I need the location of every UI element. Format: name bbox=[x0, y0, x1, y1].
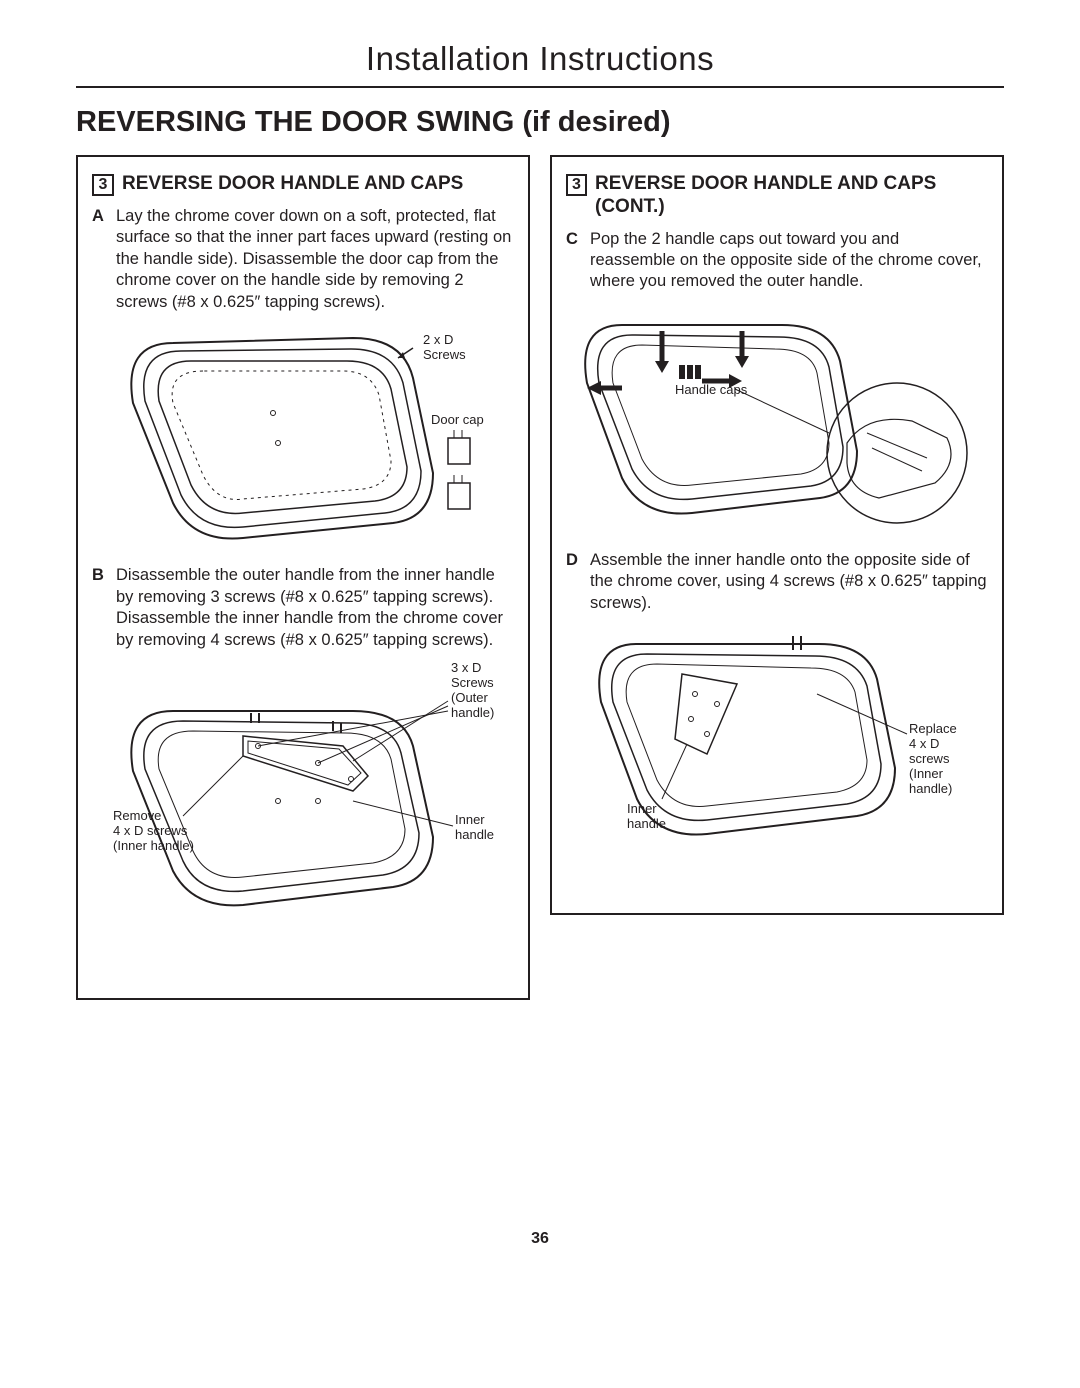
substep-text: Pop the 2 handle caps out toward you and… bbox=[590, 229, 988, 293]
substep-a: A Lay the chrome cover down on a soft, p… bbox=[92, 206, 514, 313]
diagram-a: 2 x D Screws Door cap bbox=[92, 323, 514, 553]
label-inner-handle: Inner handle bbox=[455, 813, 494, 843]
document-page: Installation Instructions REVERSING THE … bbox=[0, 0, 1080, 1000]
left-column: 3 REVERSE DOOR HANDLE AND CAPS A Lay the… bbox=[76, 155, 530, 1000]
step-number-box: 3 bbox=[566, 174, 587, 196]
substep-c: C Pop the 2 handle caps out toward you a… bbox=[566, 229, 988, 293]
substep-letter: C bbox=[566, 229, 582, 293]
substep-letter: A bbox=[92, 206, 108, 313]
page-number: 36 bbox=[0, 1230, 1080, 1248]
substep-letter: B bbox=[92, 565, 108, 651]
diagram-d: Inner handle Replace 4 x D screws (Inner… bbox=[566, 624, 988, 859]
step-header-left: 3 REVERSE DOOR HANDLE AND CAPS bbox=[92, 173, 514, 196]
substep-d: D Assemble the inner handle onto the opp… bbox=[566, 550, 988, 614]
columns-container: 3 REVERSE DOOR HANDLE AND CAPS A Lay the… bbox=[76, 155, 1004, 1000]
substep-text: Assemble the inner handle onto the oppos… bbox=[590, 550, 988, 614]
right-column: 3 REVERSE DOOR HANDLE AND CAPS (CONT.) C… bbox=[550, 155, 1004, 915]
substep-letter: D bbox=[566, 550, 582, 614]
label-replace: Replace 4 x D screws (Inner handle) bbox=[909, 722, 957, 797]
main-title: Installation Instructions bbox=[76, 40, 1004, 88]
label-remove: Remove 4 x D screws (Inner handle) bbox=[113, 809, 194, 854]
label-inner-handle-d: Inner handle bbox=[627, 802, 666, 832]
substep-text: Lay the chrome cover down on a soft, pro… bbox=[116, 206, 514, 313]
substep-text: Disassemble the outer handle from the in… bbox=[116, 565, 514, 651]
step-header-right: 3 REVERSE DOOR HANDLE AND CAPS (CONT.) bbox=[566, 173, 988, 219]
section-title: REVERSING THE DOOR SWING (if desired) bbox=[76, 106, 1004, 139]
step-title-right: REVERSE DOOR HANDLE AND CAPS (CONT.) bbox=[595, 173, 988, 219]
step-number-box: 3 bbox=[92, 174, 114, 196]
door-caps-icon bbox=[567, 303, 987, 538]
door-handle-icon bbox=[93, 661, 513, 911]
label-doorcap: Door cap bbox=[431, 413, 484, 428]
label-screws: 2 x D Screws bbox=[423, 333, 466, 363]
diagram-c: Handle caps bbox=[566, 303, 988, 538]
label-handle-caps: Handle caps bbox=[675, 383, 747, 398]
step-title-left: REVERSE DOOR HANDLE AND CAPS bbox=[122, 173, 463, 196]
diagram-b: 3 x D Screws (Outer handle) Remove 4 x D… bbox=[92, 661, 514, 911]
label-3screws: 3 x D Screws (Outer handle) bbox=[451, 661, 494, 721]
substep-b: B Disassemble the outer handle from the … bbox=[92, 565, 514, 651]
